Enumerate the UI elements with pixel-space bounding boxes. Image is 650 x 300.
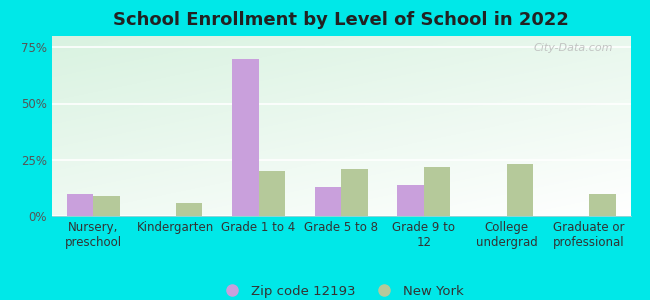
Bar [315, 187, 341, 216]
Bar [94, 196, 120, 216]
Bar [232, 58, 259, 216]
Bar [424, 167, 450, 216]
Legend: Zip code 12193, New York: Zip code 12193, New York [214, 279, 469, 300]
Bar [506, 164, 533, 216]
Bar [397, 184, 424, 216]
Bar [589, 194, 616, 216]
Bar [341, 169, 368, 216]
Bar [259, 171, 285, 216]
Text: City-Data.com: City-Data.com [534, 43, 613, 53]
Bar [67, 194, 94, 216]
Title: School Enrollment by Level of School in 2022: School Enrollment by Level of School in … [113, 11, 569, 29]
Bar [176, 202, 202, 216]
